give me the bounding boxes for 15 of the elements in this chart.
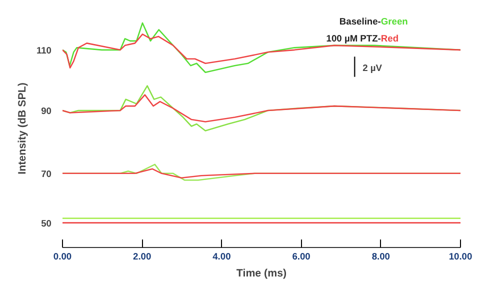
text: 50 <box>41 218 52 228</box>
annotation: 2 µV <box>362 62 383 73</box>
series-label: 100 µM PTZ-Red <box>326 34 399 44</box>
x-tick-label: 10.00 <box>448 252 472 262</box>
x-tick-label: 8.00 <box>372 252 390 262</box>
y-axis-title: Intensity (dB SPL) <box>16 82 28 174</box>
text: 70 <box>41 168 52 179</box>
text: 90 <box>41 106 52 116</box>
text: Baseline-Green <box>339 16 408 26</box>
x-tick-label: 0.00 <box>53 252 72 262</box>
x-tick-label: 4.00 <box>212 252 231 262</box>
x-axis-title: Time (ms) <box>236 268 288 280</box>
x-tick-label: 6.00 <box>292 252 310 262</box>
x-tick-label: 2.00 <box>133 252 152 262</box>
text: 110 <box>36 45 52 56</box>
